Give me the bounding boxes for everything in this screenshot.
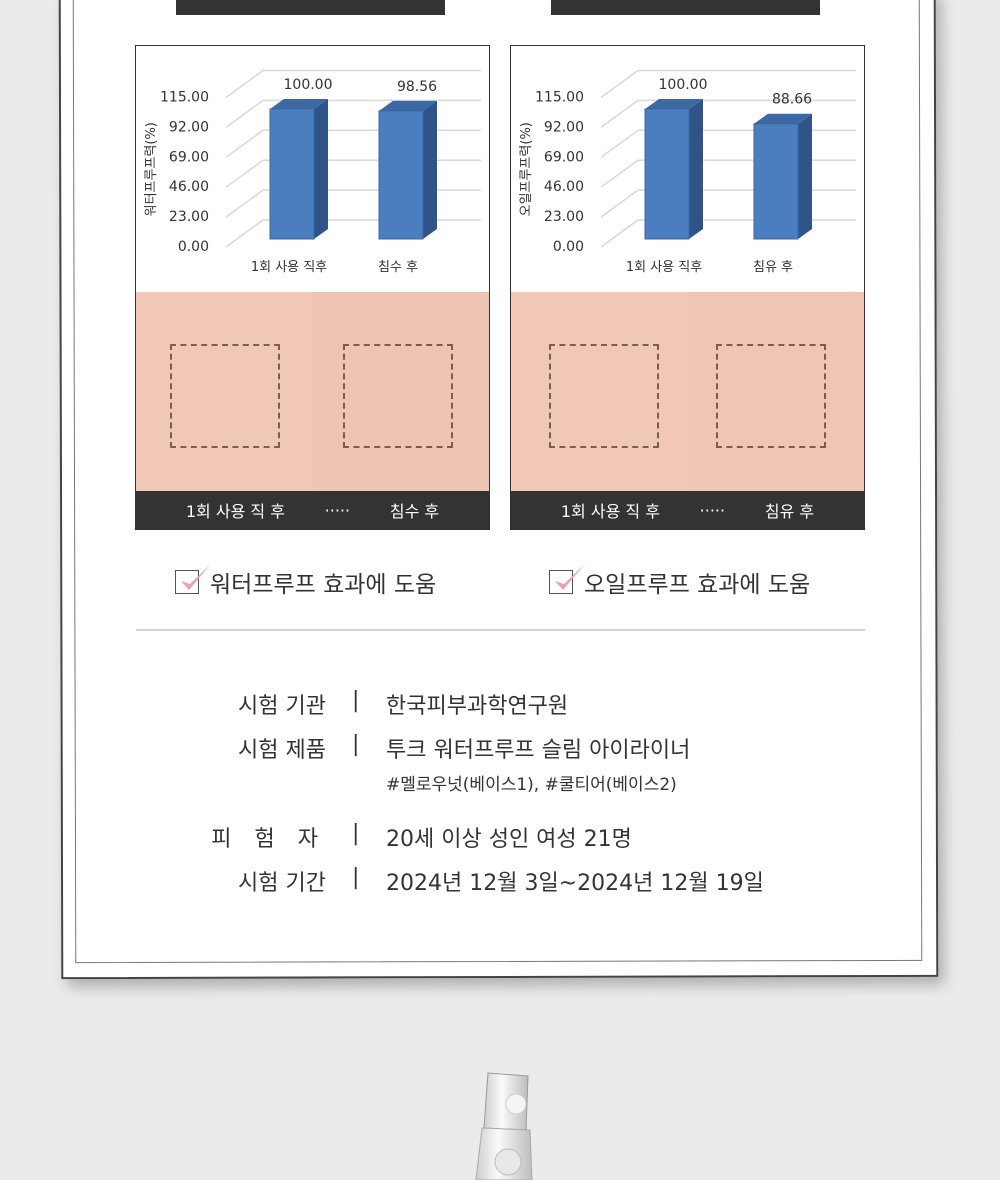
oilproof-panel: 0.00 23.00 46.00 69.00 92.00 115.00 오일프루프력(%) 1… xyxy=(510,45,865,530)
y-tick-label: 92.00 xyxy=(169,119,209,135)
checkbox-icon xyxy=(175,565,210,594)
bar-top xyxy=(645,99,703,109)
gridline xyxy=(600,99,856,129)
y-tick-label: 46.00 xyxy=(169,179,209,195)
waterproof-chart: 0.00 23.00 46.00 69.00 92.00 115.00 워터프루프력(%) 1… xyxy=(144,69,481,275)
data-label: 98.56 xyxy=(397,79,437,95)
y-tick-label: 92.00 xyxy=(544,119,584,135)
info-value: 2024년 12월 3일~2024년 12월 19일 xyxy=(386,871,764,896)
caption-bar: 1회 사용 직 후 ····· 침유 후 xyxy=(511,491,864,529)
gridline xyxy=(225,69,481,99)
x-tick-label: 침수 후 xyxy=(378,260,418,275)
y-tick-label: 0.00 xyxy=(553,239,584,255)
swatch-photo xyxy=(511,292,864,491)
bar-top xyxy=(270,99,328,109)
info-separator: | xyxy=(352,688,360,713)
x-tick-label: 1회 사용 직후 xyxy=(626,260,702,275)
swatch-after xyxy=(715,344,826,448)
info-value: 투크 워터프루프 슬림 아이라이너 xyxy=(386,738,691,763)
info-value: 한국피부과학연구원 xyxy=(386,694,569,719)
bar xyxy=(378,110,424,240)
top-bar-left xyxy=(176,0,445,15)
x-tick-label: 1회 사용 직후 xyxy=(251,260,327,275)
bar xyxy=(269,108,315,240)
y-tick-label: 115.00 xyxy=(535,90,584,106)
gridline xyxy=(600,219,856,248)
caption-dots: ····· xyxy=(699,500,726,520)
info-value: 20세 이상 성인 여성 21명 xyxy=(386,827,632,852)
bar-top xyxy=(754,113,812,124)
info-subvalue: #멜로우넛(베이스1), #쿨티어(베이스2) xyxy=(386,775,677,795)
y-tick-label: 69.00 xyxy=(544,149,584,165)
y-axis-title: 워터프루프력(%) xyxy=(144,122,159,216)
gridline xyxy=(225,189,481,218)
data-label: 100.00 xyxy=(659,77,708,93)
bar-side xyxy=(423,100,437,239)
oilproof-chart: 0.00 23.00 46.00 69.00 92.00 115.00 오일프루프력(%) 1… xyxy=(519,69,856,275)
info-label: 피 험 자 xyxy=(211,827,326,852)
info-label: 시험 기관 xyxy=(238,694,326,719)
caption-after: 침유 후 xyxy=(764,502,815,521)
caption-before: 1회 사용 직 후 xyxy=(185,502,285,521)
claim-text: 오일프루프 효과에 도움 xyxy=(584,572,811,598)
bar-side xyxy=(314,99,328,239)
swatch-photo xyxy=(136,292,489,491)
y-tick-label: 23.00 xyxy=(169,209,209,225)
caption-after: 침수 후 xyxy=(389,502,440,521)
caption-dots: ····· xyxy=(324,500,351,520)
info-separator: | xyxy=(352,732,360,757)
swatch-before xyxy=(170,344,280,448)
y-tick-label: 69.00 xyxy=(169,149,209,165)
waterproof-panel: 0.00 23.00 46.00 69.00 92.00 115.00 워터프루프력(%) 1… xyxy=(135,45,490,530)
y-tick-label: 46.00 xyxy=(544,179,584,195)
gridline xyxy=(600,159,856,188)
bar xyxy=(753,123,799,240)
swatch-after xyxy=(342,344,453,448)
data-label: 100.00 xyxy=(284,77,333,93)
top-bar-right xyxy=(551,0,820,15)
info-label: 시험 제품 xyxy=(238,738,326,763)
caption-bar: 1회 사용 직 후 ····· 침수 후 xyxy=(136,491,489,529)
claim-text: 워터프루프 효과에 도움 xyxy=(210,572,437,598)
info-separator: | xyxy=(352,821,360,846)
bar xyxy=(644,108,690,240)
swatch-before xyxy=(549,344,659,448)
gridline xyxy=(600,69,856,99)
oilproof-claim: 오일프루프 효과에 도움 xyxy=(549,565,810,599)
gridline xyxy=(225,159,481,188)
info-label: 시험 기간 xyxy=(238,871,326,896)
y-tick-label: 115.00 xyxy=(160,90,209,106)
gridline xyxy=(225,219,481,248)
y-tick-label: 0.00 xyxy=(178,239,209,255)
bar-side xyxy=(689,99,703,239)
info-separator: | xyxy=(352,865,360,890)
bar-top xyxy=(379,100,437,111)
y-tick-label: 23.00 xyxy=(544,209,584,225)
bar-side xyxy=(798,113,812,239)
gridline xyxy=(600,129,856,158)
divider xyxy=(136,629,865,631)
gridline xyxy=(225,129,481,158)
caption-before: 1회 사용 직 후 xyxy=(560,502,660,521)
waterproof-claim: 워터프루프 효과에 도움 xyxy=(175,565,436,599)
y-axis-title: 오일프루프력(%) xyxy=(519,122,534,216)
gridline xyxy=(600,189,856,218)
gridline xyxy=(225,99,481,129)
data-label: 88.66 xyxy=(772,92,812,108)
checkbox-icon xyxy=(549,565,584,594)
x-tick-label: 침유 후 xyxy=(753,260,793,275)
eyeliner-product-image xyxy=(475,1072,533,1180)
